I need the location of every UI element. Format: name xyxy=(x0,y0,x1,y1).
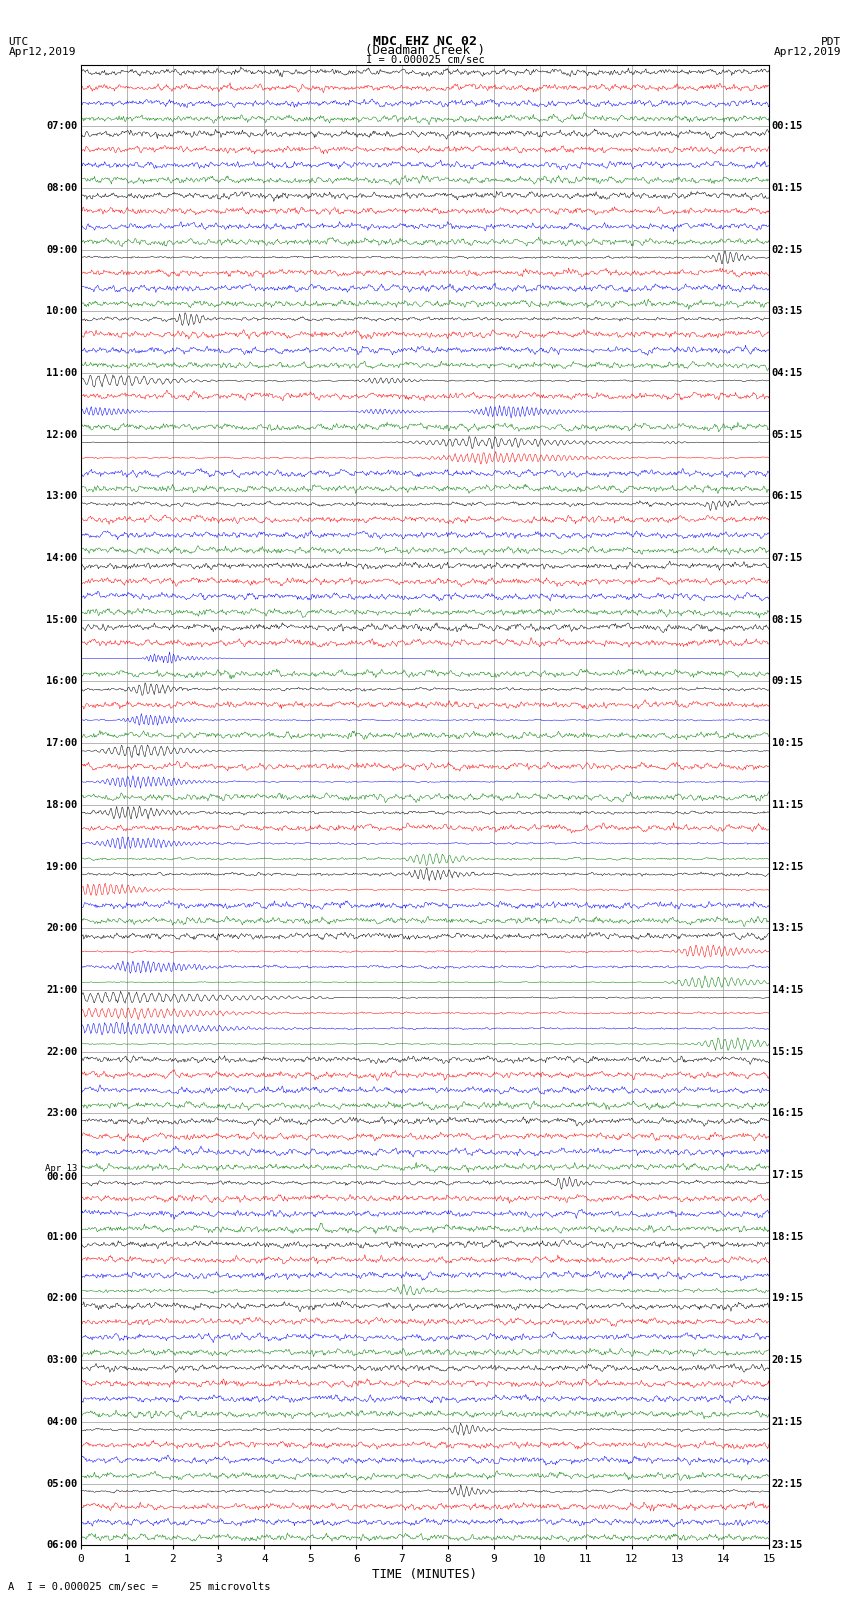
Text: 14:00: 14:00 xyxy=(46,553,77,563)
Text: 12:15: 12:15 xyxy=(772,861,803,871)
Text: Apr12,2019: Apr12,2019 xyxy=(8,47,76,56)
Text: 13:15: 13:15 xyxy=(772,923,803,934)
Text: 01:00: 01:00 xyxy=(46,1232,77,1242)
Text: 19:00: 19:00 xyxy=(46,861,77,871)
Text: 02:00: 02:00 xyxy=(46,1294,77,1303)
Text: A  I = 0.000025 cm/sec =     25 microvolts: A I = 0.000025 cm/sec = 25 microvolts xyxy=(8,1582,271,1592)
Text: 16:00: 16:00 xyxy=(46,676,77,687)
Text: 11:15: 11:15 xyxy=(772,800,803,810)
Text: 09:00: 09:00 xyxy=(46,245,77,255)
Text: 02:15: 02:15 xyxy=(772,245,803,255)
Text: 09:15: 09:15 xyxy=(772,676,803,687)
Text: 08:00: 08:00 xyxy=(46,182,77,194)
X-axis label: TIME (MINUTES): TIME (MINUTES) xyxy=(372,1568,478,1581)
Text: 20:15: 20:15 xyxy=(772,1355,803,1365)
Text: 04:00: 04:00 xyxy=(46,1416,77,1428)
Text: 22:00: 22:00 xyxy=(46,1047,77,1057)
Text: 20:00: 20:00 xyxy=(46,923,77,934)
Text: I = 0.000025 cm/sec: I = 0.000025 cm/sec xyxy=(366,55,484,66)
Text: 15:15: 15:15 xyxy=(772,1047,803,1057)
Text: 06:15: 06:15 xyxy=(772,492,803,502)
Text: MDC EHZ NC 02: MDC EHZ NC 02 xyxy=(373,34,477,48)
Text: 19:15: 19:15 xyxy=(772,1294,803,1303)
Text: Apr12,2019: Apr12,2019 xyxy=(774,47,842,56)
Text: 01:15: 01:15 xyxy=(772,182,803,194)
Text: 00:00: 00:00 xyxy=(46,1171,77,1182)
Text: 12:00: 12:00 xyxy=(46,429,77,440)
Text: 16:15: 16:15 xyxy=(772,1108,803,1118)
Text: 18:15: 18:15 xyxy=(772,1232,803,1242)
Text: 06:00: 06:00 xyxy=(46,1540,77,1550)
Text: 04:15: 04:15 xyxy=(772,368,803,377)
Text: 23:15: 23:15 xyxy=(772,1540,803,1550)
Text: 13:00: 13:00 xyxy=(46,492,77,502)
Text: 07:15: 07:15 xyxy=(772,553,803,563)
Text: 07:00: 07:00 xyxy=(46,121,77,131)
Text: 23:00: 23:00 xyxy=(46,1108,77,1118)
Text: 00:15: 00:15 xyxy=(772,121,803,131)
Text: (Deadman Creek ): (Deadman Creek ) xyxy=(365,44,485,58)
Text: 10:00: 10:00 xyxy=(46,306,77,316)
Text: 08:15: 08:15 xyxy=(772,615,803,624)
Text: UTC: UTC xyxy=(8,37,29,47)
Text: 15:00: 15:00 xyxy=(46,615,77,624)
Text: PDT: PDT xyxy=(821,37,842,47)
Text: 05:15: 05:15 xyxy=(772,429,803,440)
Text: 05:00: 05:00 xyxy=(46,1479,77,1489)
Text: 10:15: 10:15 xyxy=(772,739,803,748)
Text: 14:15: 14:15 xyxy=(772,986,803,995)
Text: 03:15: 03:15 xyxy=(772,306,803,316)
Text: 03:00: 03:00 xyxy=(46,1355,77,1365)
Text: Apr 13: Apr 13 xyxy=(45,1165,77,1173)
Text: 17:00: 17:00 xyxy=(46,739,77,748)
Text: 11:00: 11:00 xyxy=(46,368,77,377)
Text: 21:15: 21:15 xyxy=(772,1416,803,1428)
Text: 21:00: 21:00 xyxy=(46,986,77,995)
Text: 17:15: 17:15 xyxy=(772,1169,803,1181)
Text: 18:00: 18:00 xyxy=(46,800,77,810)
Text: 22:15: 22:15 xyxy=(772,1479,803,1489)
